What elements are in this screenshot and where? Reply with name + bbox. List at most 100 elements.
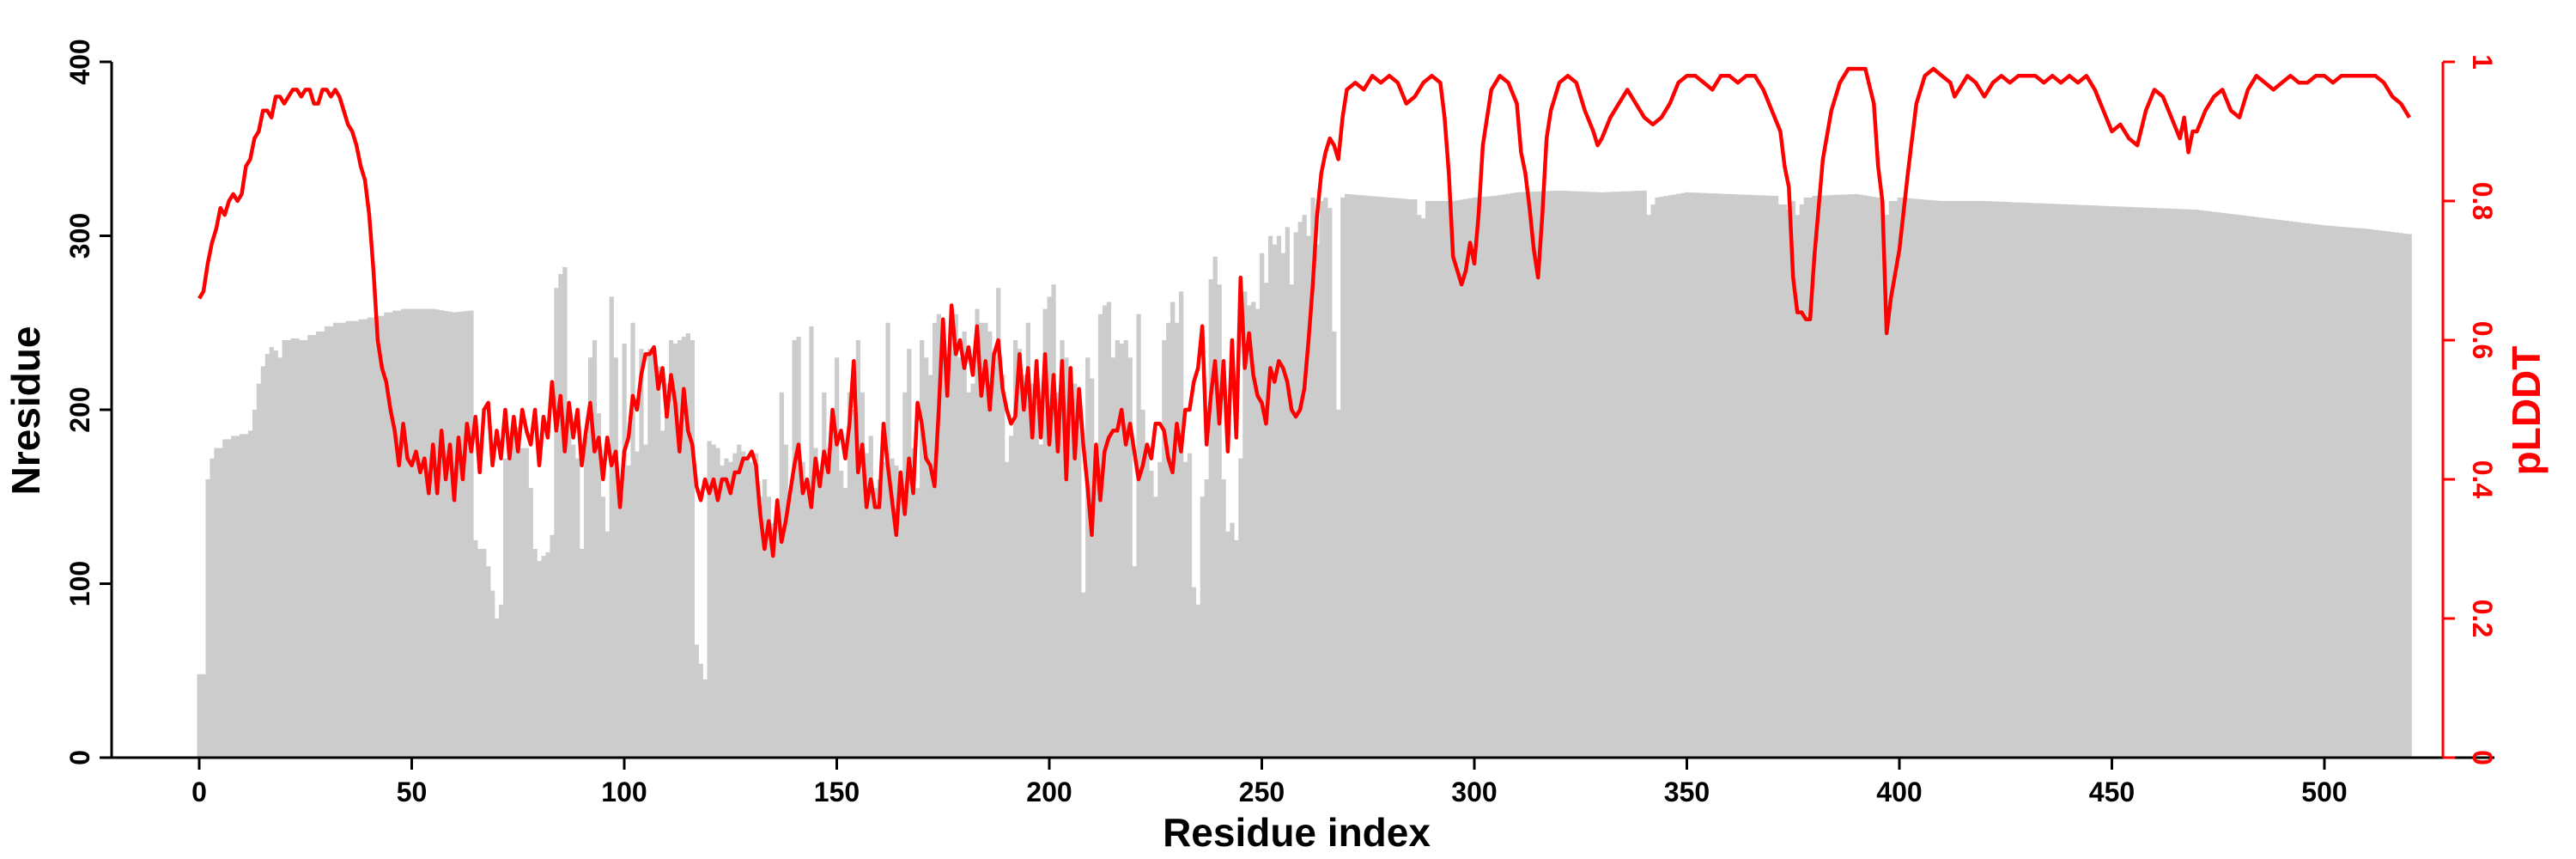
nresidue-bar [2032,203,2038,758]
nresidue-bar [596,413,602,758]
nresidue-bar [337,322,343,758]
nresidue-bar [227,439,232,758]
nresidue-bar [1217,284,1222,758]
nresidue-bar [847,392,853,758]
nresidue-bar [1336,410,1341,758]
nresidue-bar [851,410,857,758]
nresidue-bar [2258,217,2263,758]
nresidue-bar [1718,193,1723,758]
nresidue-bar [1208,279,1213,758]
nresidue-bar [2390,232,2395,758]
x-tick-label: 350 [1664,777,1710,807]
nresidue-bar [2352,228,2357,758]
nresidue-bar [460,311,465,758]
nresidue-bar [2045,204,2051,758]
nresidue-bar [1204,479,1209,758]
nresidue-bar [362,319,368,758]
nresidue-bar [855,340,861,758]
nresidue-bar [1387,197,1392,758]
nresidue-bar [426,308,432,758]
nresidue-bar [1119,344,1124,758]
nresidue-bar [2207,210,2213,758]
nresidue-bar [349,320,355,758]
nresidue-bar [2160,208,2166,758]
nresidue-bar [482,549,487,758]
nresidue-bar [1293,232,1298,758]
nresidue-bar [945,375,950,758]
nresidue-bar [907,349,912,758]
nresidue-bar [1404,198,1409,758]
nresidue-bar [860,392,865,758]
nresidue-bar [1000,375,1005,758]
nresidue-bar [1502,194,1507,758]
nresidue-bar [647,349,653,758]
nresidue-bar [469,310,474,758]
nresidue-bar [1583,192,1588,758]
nresidue-bar [1986,201,1991,758]
nresidue-bar [1600,192,1605,758]
nresidue-bar [1969,201,1974,758]
nresidue-bar [1489,196,1494,758]
nresidue-bar [1565,191,1571,758]
nresidue-bar [800,461,805,758]
nresidue-bar [2394,232,2399,758]
y-right-tick-label: 0.2 [2467,600,2498,637]
nresidue-bar [1170,302,1176,758]
nresidue-bar [562,266,568,758]
nresidue-bar [354,320,359,758]
nresidue-bar [2322,225,2327,758]
nresidue-bar [1260,253,1265,758]
nresidue-bar [1940,201,1945,758]
nresidue-bar [2241,215,2246,758]
nresidue-bar [2130,207,2136,758]
nresidue-bar [1672,194,1677,758]
nresidue-bar [1085,357,1091,758]
nresidue-bar [214,448,219,758]
nresidue-bar [537,561,542,758]
nresidue-bar [1803,197,1808,758]
nresidue-bar [2250,216,2255,758]
nresidue-bar [1145,444,1150,758]
nresidue-bar [2080,204,2085,758]
nresidue-bar [949,322,954,758]
nresidue-bar [2008,202,2013,758]
nresidue-bar [1345,193,1350,758]
nresidue-bar [911,448,916,758]
nresidue-bar [745,458,750,758]
nresidue-bar [1833,194,1838,758]
nresidue-bar [753,453,759,758]
x-axis-title: Residue index [1163,810,1431,855]
nresidue-bar [715,448,720,758]
nresidue-bar [1493,195,1498,758]
nresidue-bar [668,340,674,758]
nresidue-bar [1612,192,1618,758]
nresidue-bar [2088,205,2093,758]
nresidue-bar [1102,305,1108,758]
nresidue-bar [605,531,610,758]
nresidue-bar [1731,194,1736,758]
nresidue-bar [592,340,598,758]
nresidue-bar [243,434,249,758]
nresidue-bar [1910,198,1915,758]
nresidue-bar [609,296,614,758]
nresidue-bar [877,479,882,758]
nresidue-bar [936,314,942,758]
nresidue-bar [583,436,589,758]
nresidue-bar [380,315,385,758]
nresidue-bar [1034,400,1039,758]
nresidue-bar [643,444,648,758]
y-right-tick-label: 1 [2467,54,2498,70]
nresidue-bar [2237,215,2242,758]
nresidue-bar [1191,587,1197,758]
nresidue-bar [1510,192,1516,758]
nresidue-bar [1710,193,1715,758]
x-tick-label: 400 [1876,777,1922,807]
y-left-axis-title: Nresidue [3,326,48,496]
nresidue-bar [1463,198,1468,758]
nresidue-bar [1297,222,1303,758]
nresidue-bar [2224,213,2229,758]
nresidue-bar [1522,192,1528,758]
nresidue-bar [2003,202,2008,758]
nresidue-bar [805,479,810,758]
y-right-tick-label: 0.6 [2467,321,2498,359]
